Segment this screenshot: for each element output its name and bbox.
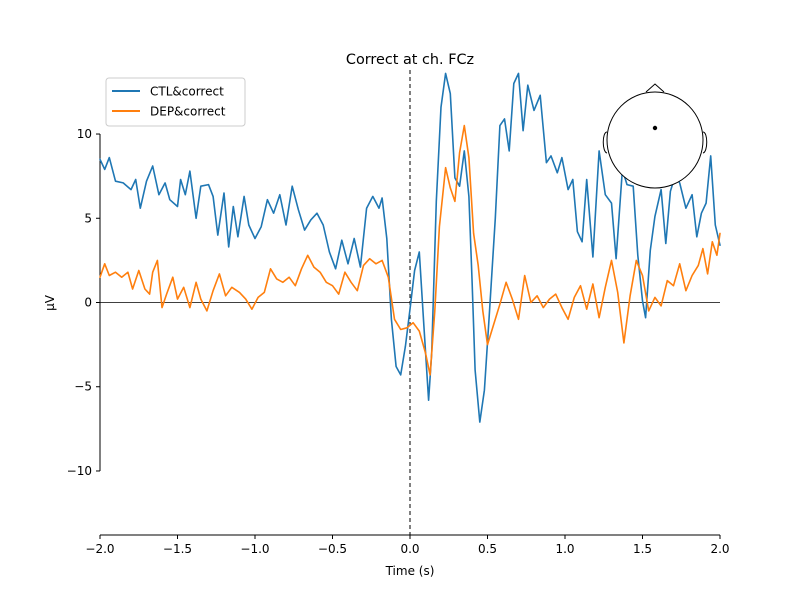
x-tick-label: 1.5 [633, 542, 652, 556]
x-tick-label: −1.0 [240, 542, 269, 556]
legend: CTL&correct DEP&correct [105, 77, 246, 127]
x-tick-label: −0.5 [318, 542, 347, 556]
head-left-ear-icon [602, 131, 608, 154]
y-tick-label: −10 [67, 464, 92, 478]
chart-title: Correct at ch. FCz [346, 52, 474, 68]
y-tick-label: 5 [84, 211, 92, 225]
legend-label-ctl: CTL&correct [150, 85, 224, 99]
sensor-dot-icon [652, 125, 658, 131]
y-tick-label: −5 [74, 380, 92, 394]
x-tick-label: −1.5 [163, 542, 192, 556]
x-axis-label: Time (s) [385, 564, 435, 578]
x-tick-label: 2.0 [710, 542, 729, 556]
x-tick-label: 0.0 [400, 542, 419, 556]
x-tick-label: −2.0 [85, 542, 114, 556]
y-axis-label: µV [43, 294, 57, 311]
y-tick-label: 10 [77, 127, 92, 141]
head-right-ear-icon [702, 131, 708, 154]
sensor-head-inset [602, 83, 708, 189]
head-nose-icon [645, 83, 665, 93]
axes: −2.0 −1.5 −1.0 −0.5 0.0 0.5 1.0 1.5 2.0 −10 −5 0 5 10 [67, 127, 730, 556]
x-tick-label: 1.0 [555, 542, 574, 556]
y-tick-label: 0 [84, 296, 92, 310]
x-tick-label: 0.5 [478, 542, 497, 556]
series-line-1 [99, 124, 721, 376]
legend-label-dep: DEP&correct [150, 105, 226, 119]
legend-frame [105, 77, 246, 127]
head-outline-icon [606, 91, 704, 189]
